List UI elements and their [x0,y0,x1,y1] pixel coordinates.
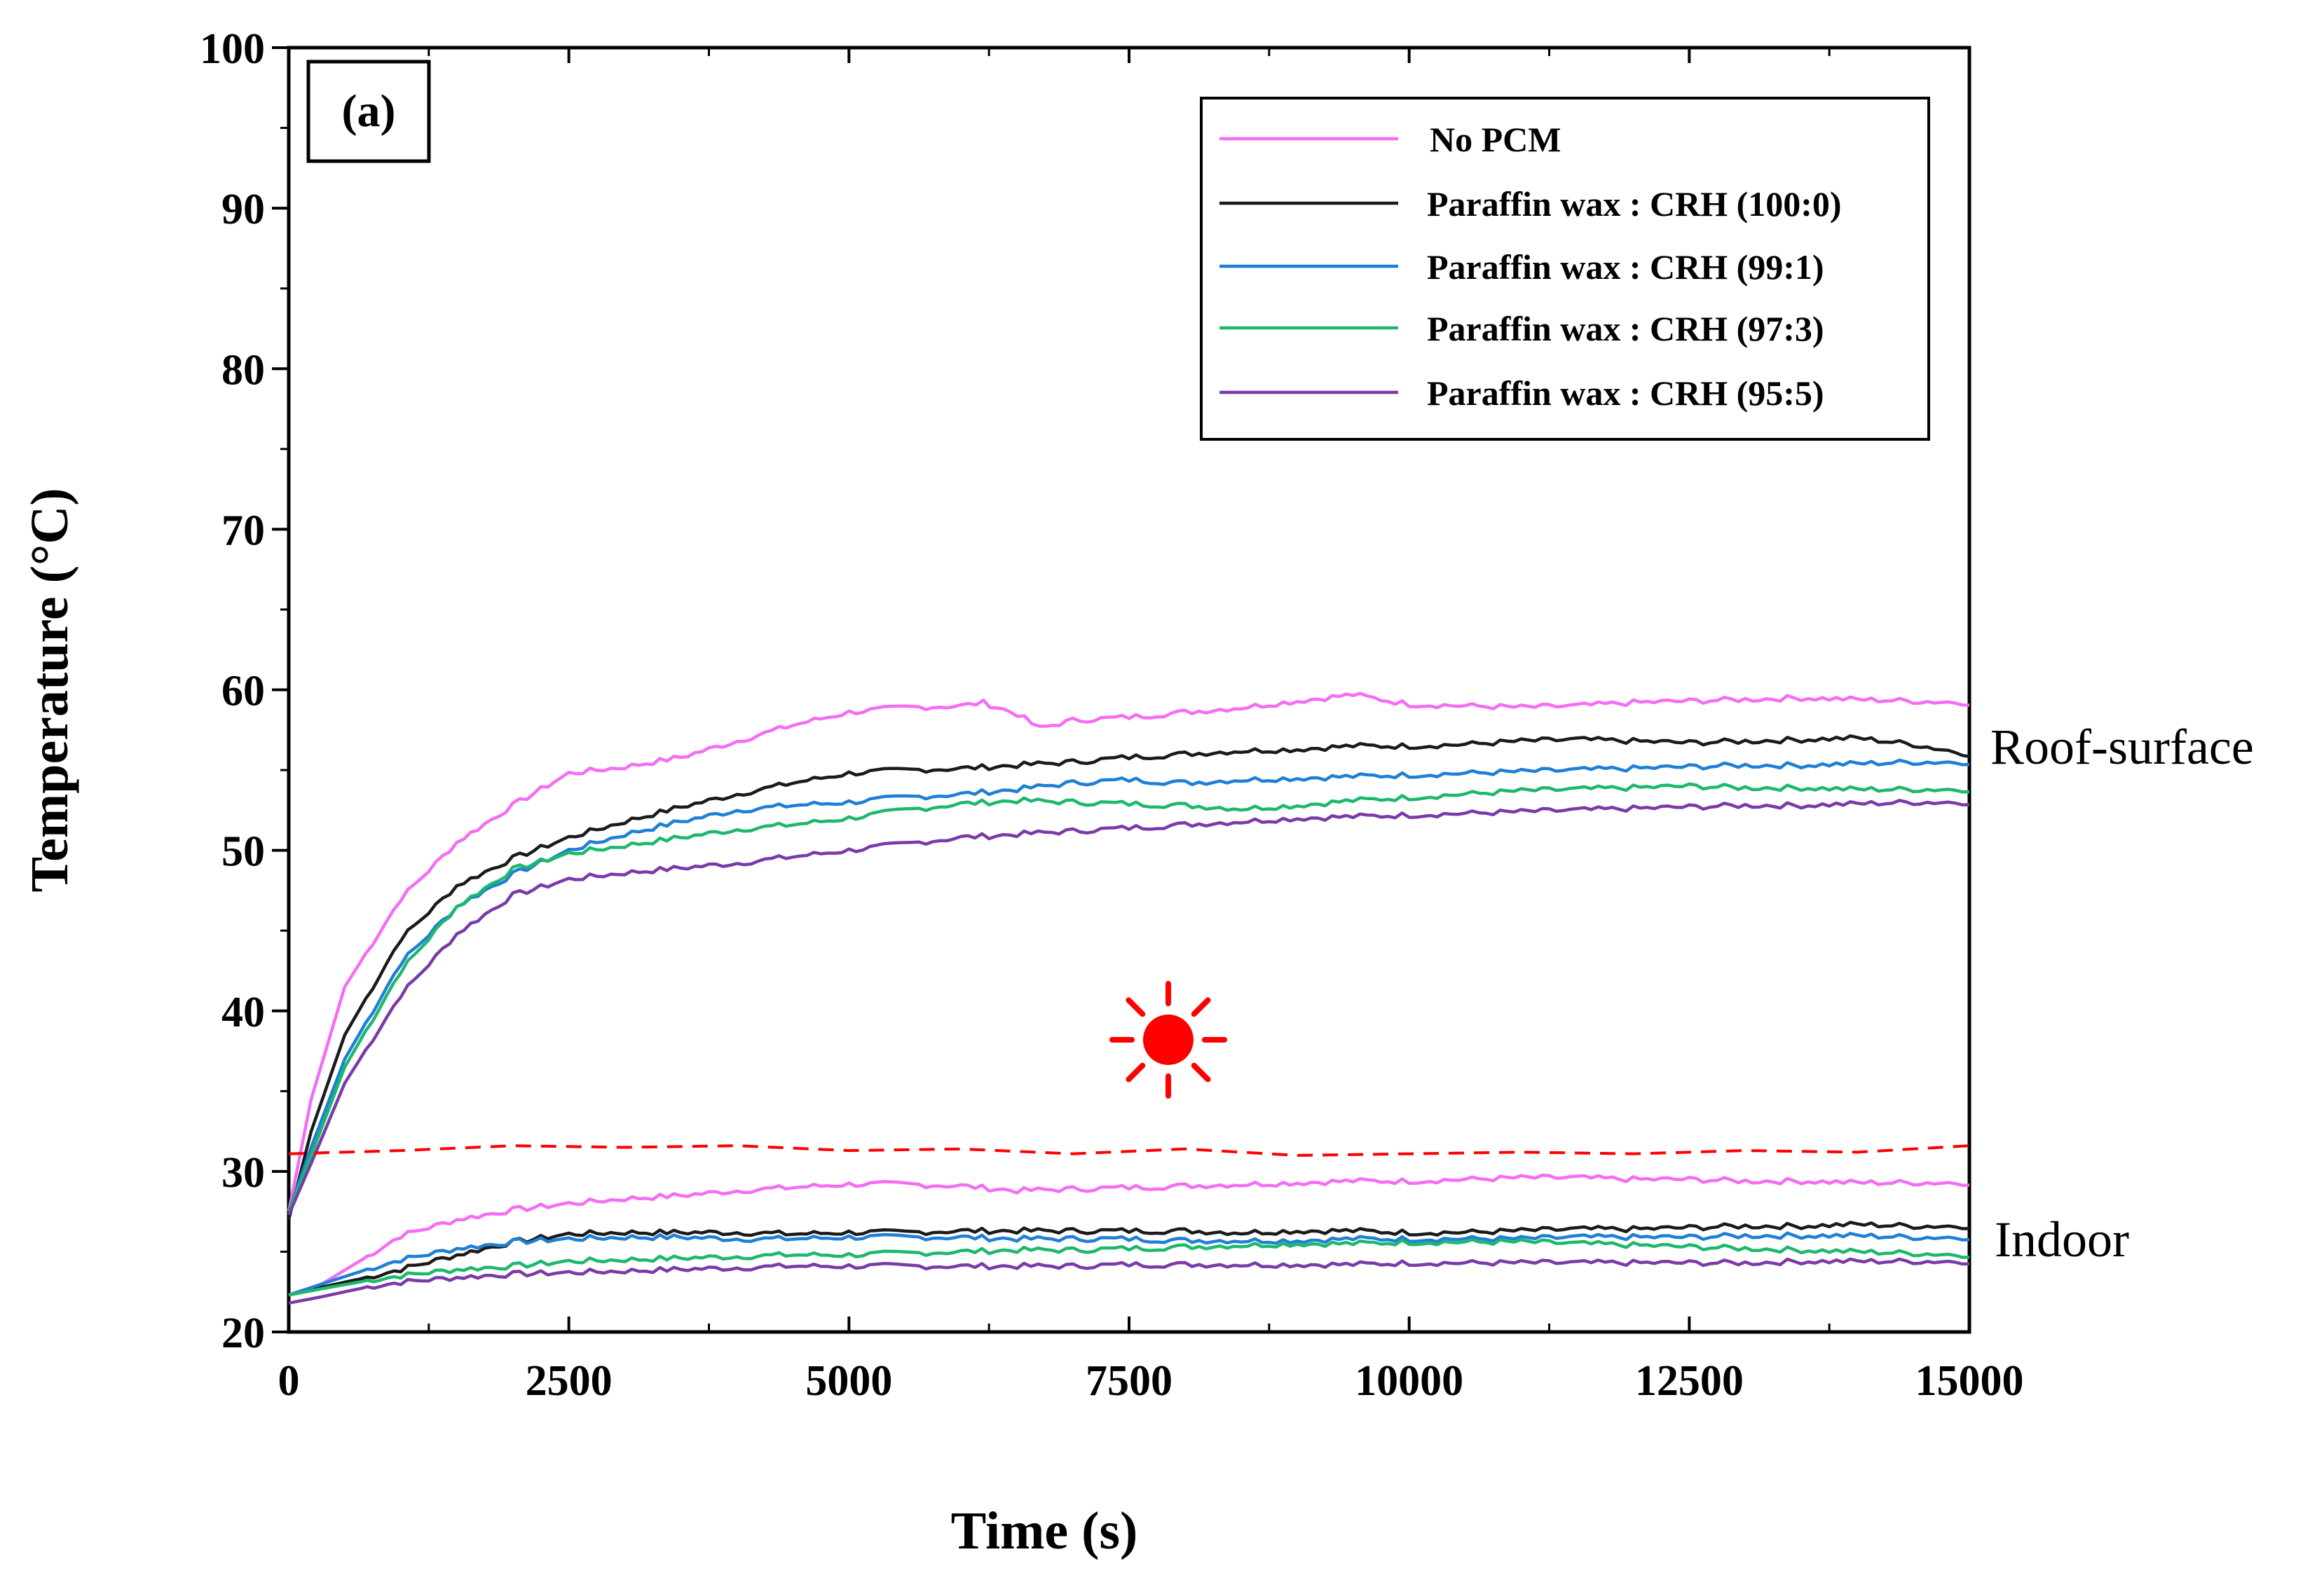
sun-disc [1142,1014,1194,1065]
series-line-no-pcm-indoor [288,1174,1970,1297]
x-tick-label-15000: 15000 [1915,1357,2024,1405]
series-line-paraffin-wax-crh-97-3-indoor [288,1238,1969,1297]
series-lines [287,692,1970,1305]
y-axis-title: Temperature (°C) [20,488,79,892]
y-tick-label-60: 60 [221,668,265,715]
legend-label-paraffin-wax-crh-99-1: Paraffin wax : CRH (99:1) [1427,247,1824,287]
y-tick-labels: 20 30 40 50 60 70 80 90 100 [200,25,265,1357]
annotation-indoor: Indoor [1995,1211,2129,1267]
reference-line [288,1144,1970,1157]
y-tick-label-90: 90 [221,186,265,233]
y-tick-label-50: 50 [221,828,265,876]
series-line-paraffin-wax-crh-99-1-indoor [288,1231,1970,1297]
panel-label-box [306,60,431,163]
y-tick-label-70: 70 [221,507,265,554]
sun-ray [1126,1062,1146,1083]
legend: No PCM Paraffin wax : CRH (100:0) Paraffin… [1200,97,1930,441]
sun-ray [1191,1062,1211,1083]
legend-box [1200,97,1930,441]
sun-icon [1109,980,1227,1099]
y-tick-label-20: 20 [221,1310,265,1357]
series-line-paraffin-wax-crh-100-0-indoor [288,1221,1970,1297]
series-line-paraffin-wax-crh-100-0 [287,734,1970,1221]
y-tick-label-30: 30 [221,1149,265,1197]
x-tick-label-0: 0 [278,1357,300,1405]
axis-ticks [272,46,1971,1333]
sun-ray [1126,997,1146,1017]
legend-label-paraffin-wax-crh-97-3: Paraffin wax : CRH (97:3) [1427,309,1824,348]
series-line-paraffin-wax-crh-95-5 [287,799,1970,1216]
x-tick-label-7500: 7500 [1086,1357,1173,1405]
x-tick-label-2500: 2500 [526,1357,613,1405]
annotation-roof-surface: Roof-surface [1990,719,2254,775]
series-line-paraffin-wax-crh-95-5-indoor [288,1257,1970,1305]
legend-label-no-pcm: No PCM [1430,120,1561,159]
reference-line-dashed [288,1144,1970,1157]
x-axis-title: Time (s) [951,1502,1138,1560]
series-line-no-pcm [287,692,1970,1212]
x-tick-label-10000: 10000 [1355,1357,1463,1405]
series-line-paraffin-wax-crh-99-1 [287,758,1970,1212]
panel-label: (a) [342,85,396,137]
y-tick-label-100: 100 [200,25,265,73]
series-line-paraffin-wax-crh-97-3 [287,782,1970,1213]
x-tick-label-5000: 5000 [805,1357,892,1405]
legend-label-paraffin-wax-crh-95-5: Paraffin wax : CRH (95:5) [1427,373,1824,413]
sun-ray [1191,997,1211,1017]
legend-label-paraffin-wax-crh-100-0: Paraffin wax : CRH (100:0) [1427,184,1842,224]
x-tick-labels: 0 2500 5000 7500 10000 12500 15000 [278,1357,2024,1405]
y-tick-label-40: 40 [221,989,265,1036]
x-tick-label-12500: 12500 [1635,1357,1744,1405]
y-tick-label-80: 80 [221,346,265,394]
